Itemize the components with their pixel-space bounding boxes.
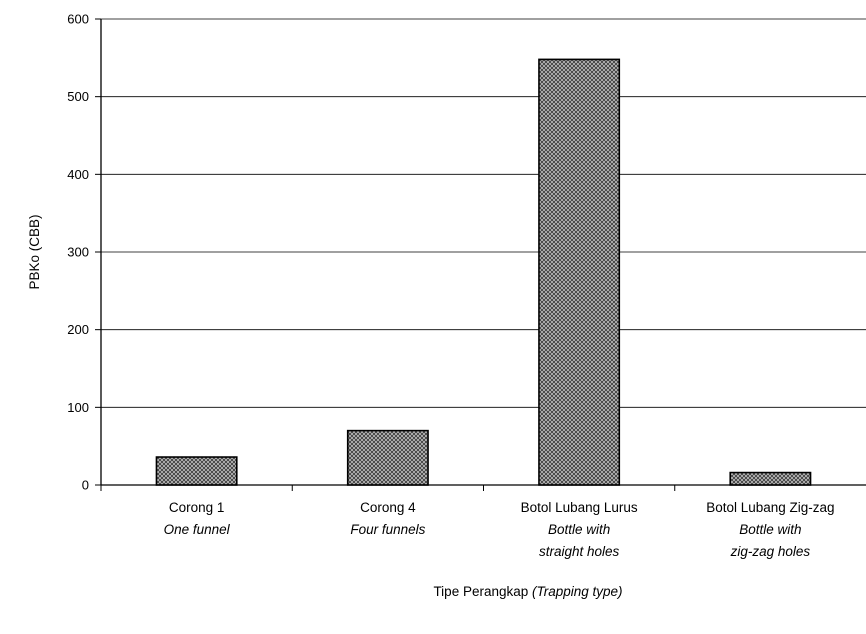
- y-tick-label: 500: [67, 89, 89, 104]
- bar: [538, 58, 621, 486]
- category-sublabel: One funnel: [164, 522, 231, 537]
- x-axis-title: Tipe Perangkap (Trapping type): [433, 584, 622, 599]
- y-tick-label: 400: [67, 167, 89, 182]
- category-sublabel: straight holes: [539, 544, 620, 559]
- bars: [155, 58, 812, 486]
- category-label: Corong 1: [169, 500, 225, 515]
- y-tick-label: 100: [67, 400, 89, 415]
- x-ticks: [100, 485, 676, 491]
- y-axis-title: PBKo (CBB): [27, 214, 42, 289]
- bar: [346, 429, 429, 486]
- category-sublabel: Bottle with: [739, 522, 801, 537]
- category-sublabel: zig-zag holes: [730, 544, 811, 559]
- y-tick-label: 300: [67, 245, 89, 260]
- bar: [155, 456, 238, 486]
- category-sublabel: Four funnels: [350, 522, 425, 537]
- x-axis-title-italic: (Trapping type): [532, 584, 623, 599]
- gridlines: [101, 18, 866, 408]
- category-sublabel: Bottle with: [548, 522, 610, 537]
- y-tick-label: 0: [82, 478, 89, 493]
- y-tick-label: 600: [67, 12, 89, 27]
- bar: [729, 471, 812, 486]
- y-ticks: 0 100 200 300 400 500 600: [67, 12, 101, 493]
- category-label: Corong 4: [360, 500, 416, 515]
- category-label: Botol Lubang Lurus: [521, 500, 638, 515]
- x-axis-title-main: Tipe Perangkap: [433, 584, 528, 599]
- category-label: Botol Lubang Zig-zag: [706, 500, 834, 515]
- category-labels: Corong 1 One funnel Corong 4 Four funnels Bo…: [164, 500, 835, 559]
- y-tick-label: 200: [67, 322, 89, 337]
